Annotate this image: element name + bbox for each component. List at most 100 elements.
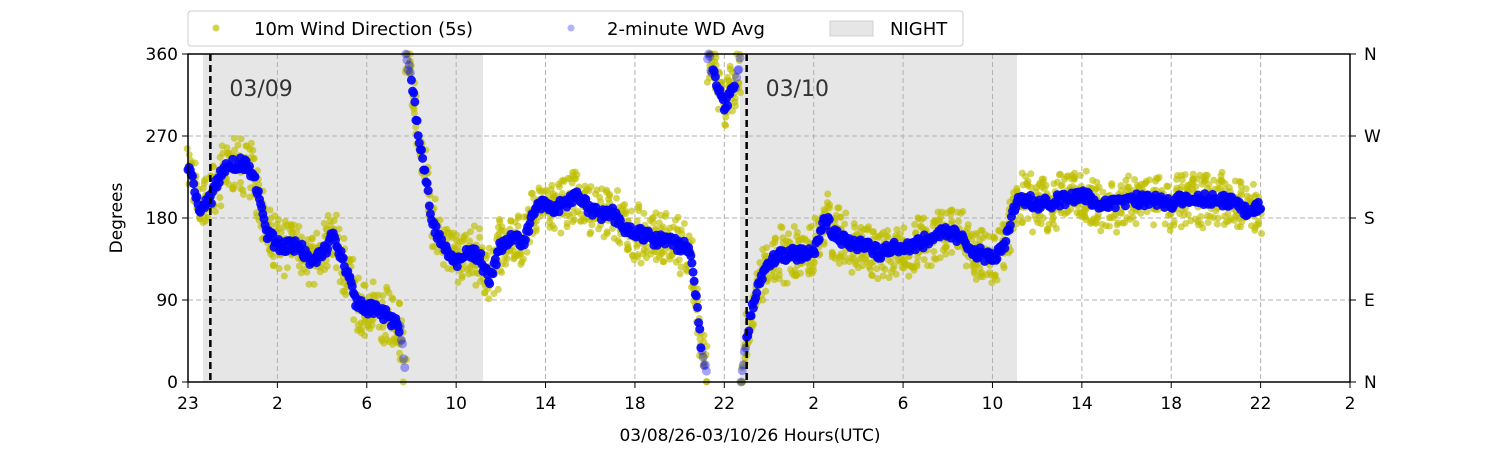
- wd-5s-point: [502, 260, 510, 268]
- wd-5s-point: [398, 336, 406, 344]
- wd-5s-point: [210, 163, 218, 171]
- wd-5s-point: [783, 279, 791, 287]
- wd-5s-point: [571, 168, 579, 176]
- wd-5s-point: [700, 332, 708, 340]
- wd-5s-point: [466, 228, 474, 236]
- wd-5s-point: [810, 259, 818, 267]
- wd-5s-point: [277, 229, 285, 237]
- wd-5s-point: [1170, 221, 1178, 229]
- wd-avg-point: [244, 161, 254, 171]
- wd-5s-point: [750, 320, 758, 328]
- wd-5s-point: [627, 207, 635, 215]
- wd-5s-point: [1150, 221, 1158, 229]
- wd-5s-point: [989, 234, 997, 242]
- wd-5s-point: [1094, 214, 1102, 222]
- wd-5s-point: [703, 78, 711, 86]
- wd-avg-point: [687, 258, 697, 268]
- wd-avg-point: [412, 116, 422, 126]
- wd-5s-point: [936, 254, 944, 262]
- wd-5s-point: [851, 223, 859, 231]
- wd-5s-point: [885, 274, 893, 282]
- wd-5s-point: [625, 245, 633, 253]
- wd-5s-point: [1037, 220, 1045, 228]
- wd-5s-point: [1218, 168, 1226, 176]
- wd-5s-point: [809, 266, 817, 274]
- wd-5s-point: [517, 260, 525, 268]
- wd-5s-point: [1242, 185, 1250, 193]
- wd-5s-point: [185, 151, 193, 159]
- wd-5s-point: [723, 73, 731, 81]
- wd-5s-point: [731, 102, 739, 110]
- wd-5s-point: [369, 278, 377, 286]
- wd-5s-point: [986, 269, 994, 277]
- wd-5s-point: [532, 227, 540, 235]
- wd-5s-point: [475, 225, 483, 233]
- wd-avg-point: [689, 276, 699, 286]
- wd-5s-point: [470, 222, 478, 230]
- wd-avg-point: [476, 249, 486, 259]
- wd-5s-point: [785, 230, 793, 238]
- wd-5s-point: [597, 198, 605, 206]
- wd-5s-point: [557, 229, 565, 237]
- wd-5s-point: [335, 225, 343, 233]
- wd-avg-point: [703, 54, 713, 64]
- wd-5s-point: [835, 204, 843, 212]
- wd-5s-point: [948, 207, 956, 215]
- wd-5s-point: [273, 220, 281, 228]
- wd-5s-point: [303, 268, 311, 276]
- wd-5s-point: [1018, 219, 1026, 227]
- wd-5s-point: [466, 237, 474, 245]
- wd-5s-point: [1125, 172, 1133, 180]
- wd-avg-point: [192, 192, 202, 202]
- wd-5s-point: [883, 227, 891, 235]
- wd-avg-point: [691, 291, 701, 301]
- wd-5s-point: [660, 258, 668, 266]
- wd-5s-point: [476, 233, 484, 241]
- wd-5s-point: [1058, 181, 1066, 189]
- wd-avg-point: [1110, 203, 1120, 213]
- wd-5s-point: [216, 193, 224, 201]
- x-tick-label: 10: [982, 394, 1004, 414]
- wd-5s-point: [862, 252, 870, 260]
- wd-avg-point: [695, 324, 705, 334]
- wd-5s-point: [619, 202, 627, 210]
- wd-avg-points: [183, 49, 1266, 387]
- wd-avg-point: [250, 172, 260, 182]
- wd-5s-point: [1076, 171, 1084, 179]
- wd-5s-point: [237, 178, 245, 186]
- wd-avg-point: [491, 260, 501, 270]
- wd-5s-point: [957, 209, 965, 217]
- wd-5s-point: [410, 109, 418, 117]
- wd-5s-point: [458, 272, 466, 280]
- wd-5s-point: [1214, 214, 1222, 222]
- wd-avg-point: [1005, 220, 1015, 230]
- wd-5s-point: [835, 259, 843, 267]
- wd-avg-point: [692, 302, 702, 312]
- wd-5s-point: [1097, 227, 1105, 235]
- wd-5s-point: [1210, 176, 1218, 184]
- wd-5s-point: [406, 65, 414, 73]
- x-tick-label: 10: [445, 394, 467, 414]
- wd-5s-point: [1251, 226, 1259, 234]
- wd-5s-point: [614, 237, 622, 245]
- wd-5s-point: [1067, 205, 1075, 213]
- wd-avg-point: [400, 363, 410, 373]
- wd-avg-point: [1120, 201, 1130, 211]
- wd-5s-point: [763, 244, 771, 252]
- wd-5s-point: [756, 259, 764, 267]
- wd-5s-point: [383, 283, 391, 291]
- x-tick-label: 22: [1250, 394, 1272, 414]
- wd-avg-point: [394, 327, 404, 337]
- y-axis-label: Degrees: [107, 182, 127, 253]
- wd-5s-point: [828, 248, 836, 256]
- wd-avg-point: [699, 361, 709, 371]
- wd-5s-point: [1013, 220, 1021, 228]
- wd-5s-point: [472, 281, 480, 289]
- wd-5s-point: [1126, 215, 1134, 223]
- wd-avg-point: [410, 97, 420, 107]
- wd-avg-point: [733, 65, 743, 75]
- x-tick-label: 2: [808, 394, 819, 414]
- wd-5s-point: [1024, 215, 1032, 223]
- wd-5s-point: [634, 253, 642, 261]
- wd-avg-point: [398, 339, 408, 349]
